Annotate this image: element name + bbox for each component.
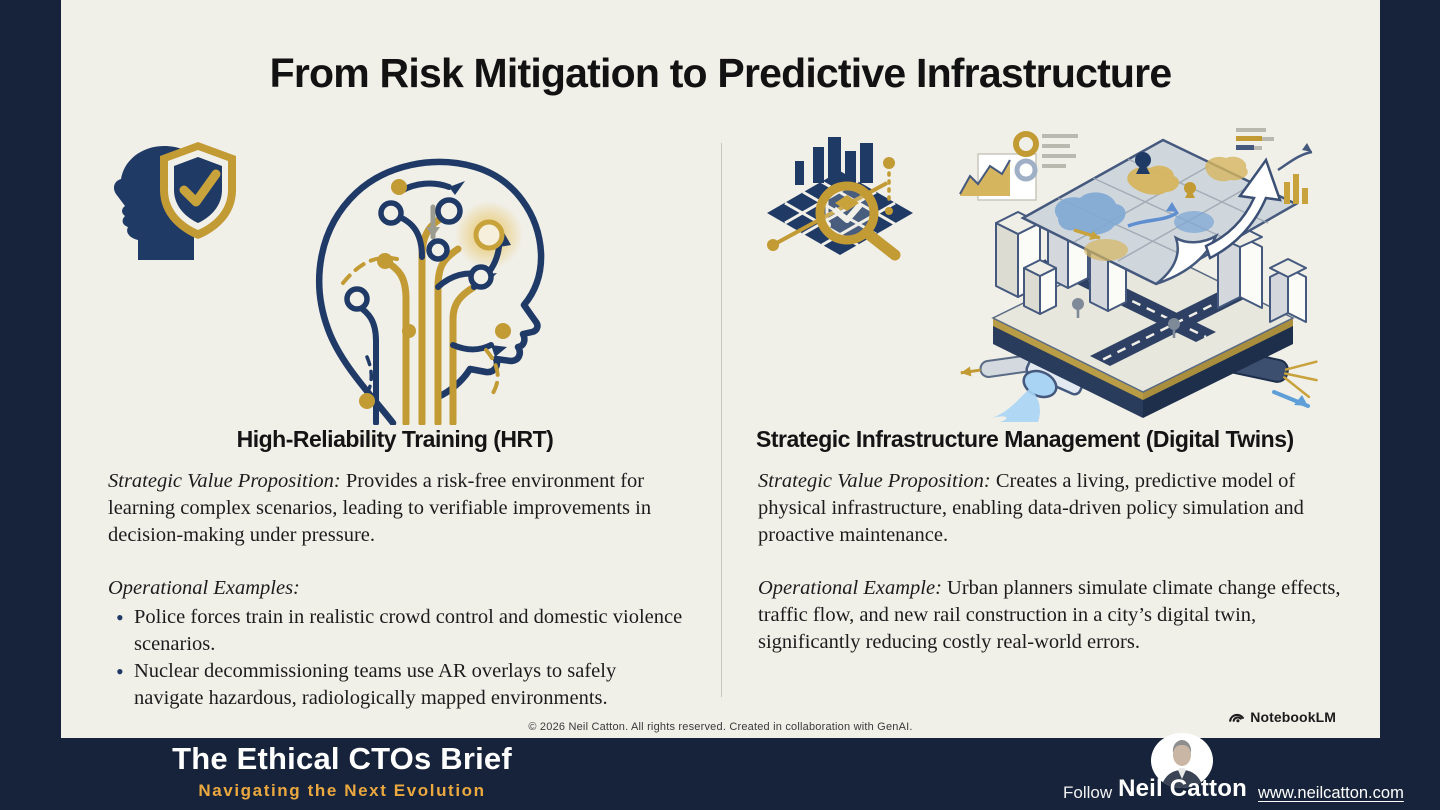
left-value-paragraph: Strategic Value Proposition: Provides a … bbox=[108, 468, 690, 549]
right-column-body: Strategic Value Proposition: Creates a l… bbox=[758, 468, 1350, 656]
left-value-label: Strategic Value Proposition: bbox=[108, 470, 341, 492]
right-value-label: Strategic Value Proposition: bbox=[758, 470, 991, 492]
notebooklm-icon bbox=[1229, 713, 1245, 723]
right-example-label: Operational Example: bbox=[758, 577, 942, 600]
right-value-paragraph: Strategic Value Proposition: Creates a l… bbox=[758, 468, 1350, 549]
website-link[interactable]: www.neilcatton.com bbox=[1258, 784, 1404, 802]
notebooklm-badge: NotebookLM bbox=[1228, 708, 1336, 725]
list-item: Nuclear decommissioning teams use AR ove… bbox=[108, 657, 690, 712]
right-example-paragraph: Operational Example: Urban planners simu… bbox=[758, 575, 1350, 656]
left-examples-list: Police forces train in realistic crowd c… bbox=[108, 603, 690, 712]
head-shield-check-icon bbox=[113, 142, 236, 260]
right-column-heading: Strategic Infrastructure Management (Dig… bbox=[756, 426, 1294, 452]
left-examples-label: Operational Examples: bbox=[108, 577, 300, 600]
list-item: Police forces train in realistic crowd c… bbox=[108, 603, 690, 658]
page-title: From Risk Mitigation to Predictive Infra… bbox=[269, 50, 1172, 96]
left-column-heading: High-Reliability Training (HRT) bbox=[236, 426, 554, 452]
left-value-text: Provides a risk-free environment for lea… bbox=[108, 470, 652, 547]
footer-brand-title: The Ethical CTOs Brief bbox=[172, 741, 512, 776]
slide: From Risk Mitigation to Predictive Infra… bbox=[61, 0, 1380, 738]
right-value-text: Creates a living, predictive model of ph… bbox=[758, 470, 1304, 547]
author-name: Neil Catton bbox=[1118, 775, 1247, 802]
copyright-text: © 2026 Neil Catton. All rights reserved.… bbox=[528, 721, 913, 733]
left-column-body: Strategic Value Proposition: Provides a … bbox=[108, 468, 690, 712]
right-example-text: Urban planners simulate climate change e… bbox=[758, 577, 1341, 654]
notebooklm-label: NotebookLM bbox=[1250, 708, 1336, 725]
footer-tagline: Navigating the Next Evolution bbox=[198, 780, 486, 800]
footer-brand-block: The Ethical CTOs Brief Navigating the Ne… bbox=[62, 740, 622, 801]
brain-circuit-illustration bbox=[316, 158, 545, 425]
digital-twin-city-illustration bbox=[959, 128, 1318, 422]
follow-label: Follow bbox=[1063, 783, 1113, 802]
author-avatar bbox=[1151, 733, 1213, 788]
column-divider bbox=[721, 143, 722, 697]
map-magnifier-icon bbox=[767, 137, 913, 261]
